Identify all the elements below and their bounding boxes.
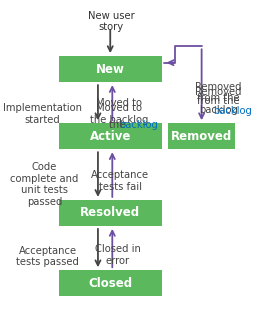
Text: Acceptance
tests passed: Acceptance tests passed — [16, 246, 79, 267]
FancyBboxPatch shape — [168, 123, 235, 149]
Text: Implementation
started: Implementation started — [3, 103, 82, 125]
Text: Closed: Closed — [88, 277, 132, 290]
Text: Removed: Removed — [195, 87, 242, 97]
Text: the: the — [109, 120, 129, 130]
Text: Acceptance
tests fail: Acceptance tests fail — [91, 170, 149, 192]
Text: Moved to: Moved to — [96, 98, 142, 108]
Text: Code
complete and
unit tests
passed: Code complete and unit tests passed — [10, 162, 79, 207]
FancyBboxPatch shape — [59, 56, 162, 82]
Text: New user
story: New user story — [88, 11, 135, 32]
Text: backlog: backlog — [213, 106, 252, 116]
FancyBboxPatch shape — [59, 270, 162, 296]
FancyBboxPatch shape — [59, 123, 162, 149]
Text: Removed
from the
backlog: Removed from the backlog — [195, 82, 242, 115]
FancyBboxPatch shape — [59, 200, 162, 226]
Text: New: New — [96, 63, 125, 75]
Text: Active: Active — [90, 130, 131, 143]
Text: Resolved: Resolved — [80, 206, 140, 220]
Text: Removed: Removed — [171, 130, 232, 143]
Text: Closed in
error: Closed in error — [95, 244, 141, 265]
Text: backlog: backlog — [119, 120, 158, 130]
Text: from the: from the — [197, 96, 240, 106]
Text: Moved to
the backlog: Moved to the backlog — [90, 103, 148, 125]
